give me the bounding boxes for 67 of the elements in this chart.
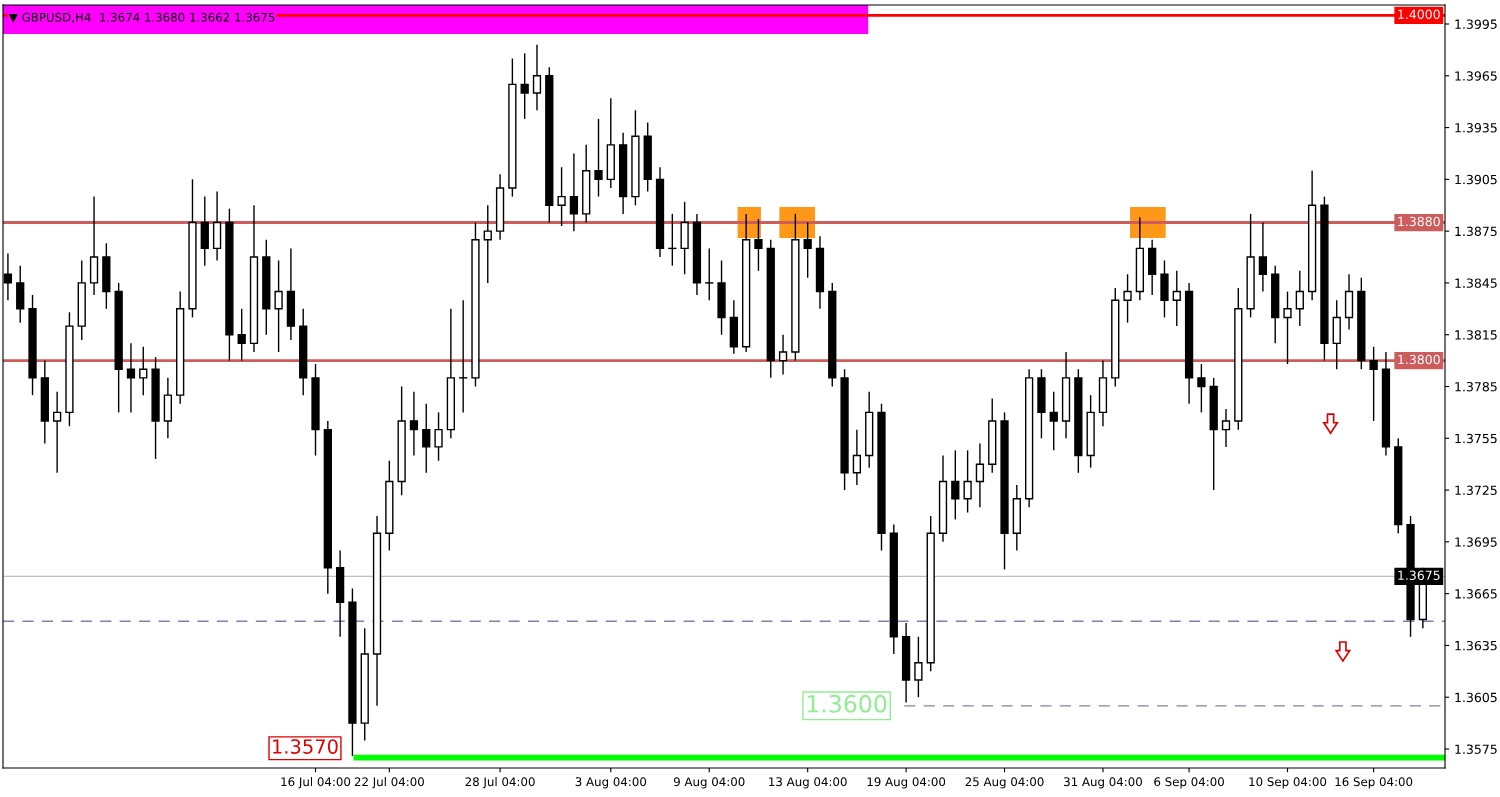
x-tick-label: 31 Aug 04:00 [1064, 777, 1142, 789]
candlestick [914, 636, 923, 698]
candlestick [1295, 270, 1304, 327]
candlestick [963, 449, 972, 514]
ref-line-label: 1.3800 [1398, 354, 1440, 365]
ref-line-label: 1.4000 [1398, 9, 1440, 19]
candlestick [1172, 270, 1181, 327]
text: ▼ GBPUSD,H4 1.3674 1.3680 1.3662 1.3675 [8, 12, 275, 24]
candlestick [237, 308, 246, 362]
x-tick-label: 13 Aug 04:00 [769, 777, 847, 789]
x-tick-label: 9 Aug 04:00 [673, 777, 745, 789]
y-tick-label: 1.3755 [1455, 433, 1497, 444]
y-tick-label: 1.3695 [1455, 537, 1497, 547]
candlestick [1123, 273, 1132, 324]
x-tick-label: 6 Sep 04:00 [1154, 777, 1224, 789]
candlestick [1283, 290, 1292, 365]
candlestick [803, 221, 812, 279]
y-tick-label: 1.3875 [1455, 226, 1497, 237]
x-tick-label: 25 Aug 04:00 [965, 777, 1044, 789]
candlestick [754, 218, 763, 272]
candlestick [778, 334, 788, 376]
y-tick-label: 1.3785 [1455, 381, 1497, 392]
candlestick [520, 52, 529, 120]
y-tick-label: 1.3845 [1455, 278, 1497, 288]
candlestick [1369, 346, 1378, 422]
candlestick [274, 259, 283, 353]
y-tick-label: 1.3575 [1455, 744, 1497, 754]
x-tick-label: 10 Sep 04:00 [1249, 777, 1327, 789]
y-tick-label: 1.3635 [1455, 640, 1497, 651]
candlestick [1197, 363, 1206, 414]
candlestick [52, 390, 62, 474]
candlestick [852, 428, 862, 486]
candlestick [422, 403, 431, 474]
candlestick [532, 44, 542, 111]
ref-line-label: 1.3880 [1398, 216, 1440, 227]
ref-line-label: 1.3570 [273, 739, 338, 754]
x-tick-label: 19 Aug 04:00 [867, 777, 946, 789]
candlestick [1258, 221, 1268, 293]
y-tick-label: 1.3815 [1455, 330, 1497, 340]
y-tick-label: 1.3665 [1455, 589, 1497, 599]
candlestick [951, 449, 960, 521]
candlestick [434, 411, 443, 462]
x-tick-label: 28 Jul 04:00 [465, 777, 535, 789]
candlestick [594, 118, 603, 198]
candlestick [705, 247, 714, 301]
x-tick-label: 16 Jul 04:00 [281, 777, 351, 789]
candlestick [569, 152, 579, 232]
ref-line-label: 1.3600 [807, 694, 887, 713]
y-tick-label: 1.3725 [1455, 485, 1497, 495]
x-tick-label: 3 Aug 04:00 [575, 777, 647, 789]
ref-line-label: 1.3675 [1398, 570, 1440, 581]
y-tick-label: 1.3995 [1455, 19, 1497, 29]
candlestick [1049, 390, 1058, 452]
candlestick [975, 442, 985, 509]
candlestick [557, 166, 566, 227]
y-tick-label: 1.3605 [1455, 692, 1497, 703]
candlestick [126, 342, 136, 414]
candlestick [139, 346, 148, 396]
candlestick [409, 390, 419, 457]
x-tick-label: 16 Sep 04:00 [1335, 777, 1413, 789]
x-tick-label: 22 Jul 04:00 [354, 777, 424, 789]
candlestick [483, 204, 492, 284]
y-tick-label: 1.3935 [1455, 123, 1497, 133]
candlestick [1221, 408, 1231, 448]
candlestick [459, 299, 468, 414]
y-tick-label: 1.3965 [1455, 71, 1497, 81]
y-tick-label: 1.3905 [1455, 174, 1497, 185]
